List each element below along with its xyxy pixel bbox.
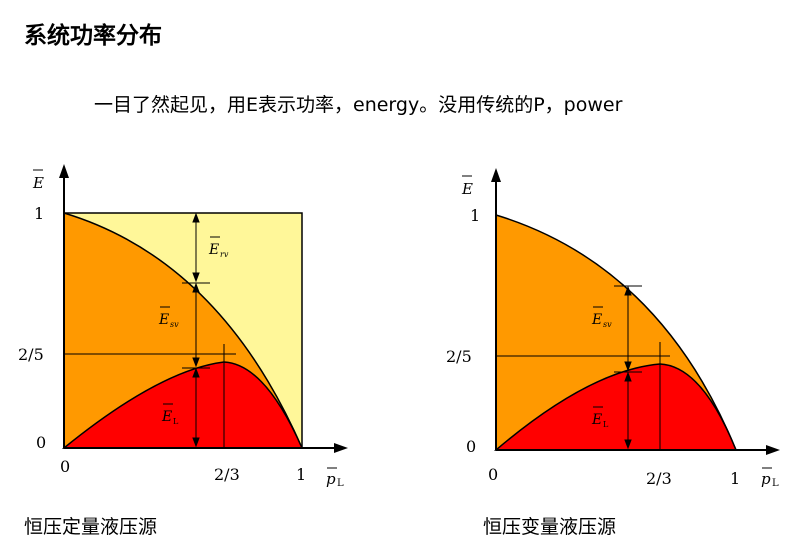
tick-y-2-5: 2/5	[18, 345, 44, 364]
tick-x-0: 0	[488, 465, 498, 484]
tick-y-0: 0	[36, 433, 46, 452]
tick-x-1: 1	[730, 469, 740, 488]
page-title: 系统功率分布	[24, 23, 162, 49]
tick-y-0: 0	[466, 437, 476, 456]
x-axis-label-sub: L	[772, 478, 779, 489]
label-e-sv: E	[591, 312, 602, 328]
label-e-sv-sub: sv	[603, 320, 612, 329]
x-axis-arrow	[334, 443, 348, 453]
label-e-l-sub: L	[173, 417, 179, 426]
x-axis-label-sub: L	[337, 478, 344, 489]
label-e-rv: E	[208, 242, 219, 258]
caption-right: 恒压变量液压源	[483, 516, 617, 538]
figure-constant-pressure-variable: 1 2/5 0 0 2/3 1 E p L E sv E L	[446, 168, 780, 489]
caption-left: 恒压定量液压源	[24, 516, 158, 538]
y-axis-arrow	[59, 164, 69, 178]
x-axis-label: p	[761, 470, 771, 488]
dimension-arrows	[192, 212, 200, 448]
page-subtitle: 一目了然起见，用E表示功率，energy。没用传统的P，power	[94, 94, 623, 116]
label-e-l: E	[591, 412, 602, 428]
y-axis-label: E	[461, 180, 473, 198]
label-e-sv-sub: sv	[170, 320, 179, 329]
x-axis-label: p	[326, 470, 336, 488]
tick-x-0: 0	[60, 457, 70, 476]
tick-y-1: 1	[470, 206, 480, 225]
label-e-l: E	[161, 409, 172, 425]
y-axis-arrow	[491, 168, 501, 182]
y-axis-label: E	[32, 174, 44, 192]
tick-x-2-3: 2/3	[646, 469, 672, 488]
tick-y-1: 1	[34, 204, 44, 223]
tick-x-2-3: 2/3	[214, 465, 240, 484]
dimension-arrows	[624, 285, 632, 450]
label-e-sv: E	[158, 312, 169, 328]
figure-constant-pressure-fixed: 1 2/5 0 0 2/3 1 E p L E rv E sv E L	[18, 164, 348, 489]
label-e-l-sub: L	[603, 420, 609, 429]
x-axis-arrow	[766, 445, 780, 455]
tick-y-2-5: 2/5	[446, 347, 472, 366]
label-e-rv-sub: rv	[220, 250, 229, 259]
tick-x-1: 1	[296, 465, 306, 484]
